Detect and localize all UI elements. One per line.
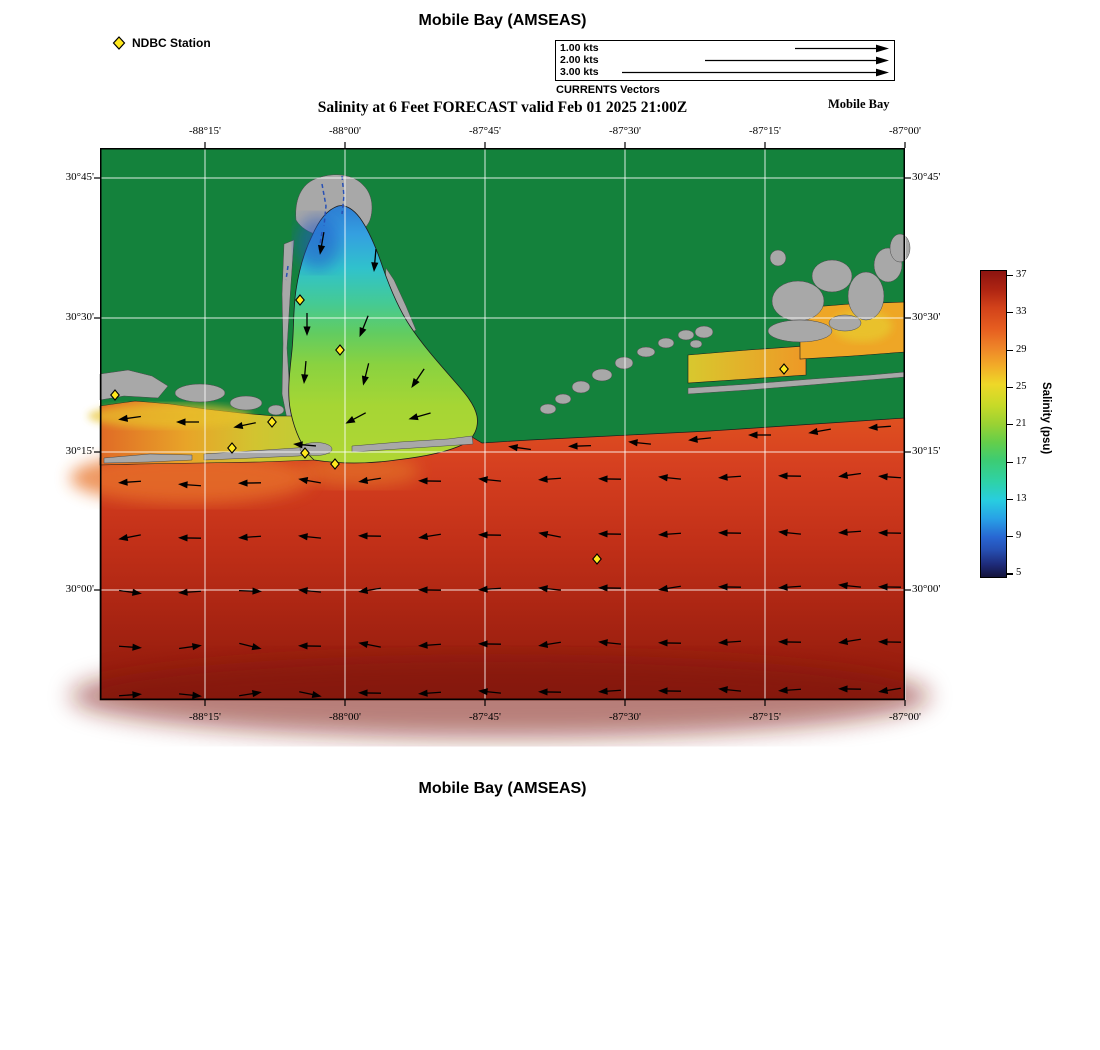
axis-tick-label: -88°15' bbox=[188, 125, 222, 137]
colorbar-tick-label: 33 bbox=[1016, 306, 1027, 318]
vector-scale-label: 3.00 kts bbox=[560, 66, 599, 79]
axis-tick-label: 30°45' bbox=[912, 171, 941, 183]
station-diamond-icon bbox=[112, 36, 126, 50]
colorbar-tick-mark bbox=[1007, 312, 1013, 314]
vector-scale-arrow-icon bbox=[622, 68, 889, 77]
vector-scale-row: 1.00 kts bbox=[560, 42, 890, 54]
axis-tick-label: -87°15' bbox=[748, 125, 782, 137]
colorbar-tick-label: 13 bbox=[1016, 492, 1027, 504]
colorbar-tick-label: 21 bbox=[1016, 418, 1027, 430]
currents-vectors-title: CURRENTS Vectors bbox=[556, 84, 660, 96]
colorbar-tick-label: 25 bbox=[1016, 380, 1027, 392]
axis-tick-label: 30°30' bbox=[912, 311, 941, 323]
colorbar-tick-mark bbox=[1007, 349, 1013, 351]
page-title: Mobile Bay (AMSEAS) bbox=[418, 12, 587, 29]
vector-scale-arrow-icon bbox=[705, 56, 889, 65]
colorbar-tick-mark bbox=[1007, 386, 1013, 389]
mobile-bay-water bbox=[288, 205, 478, 464]
axis-tick-label: -88°00' bbox=[328, 711, 362, 723]
salinity-map bbox=[70, 142, 930, 738]
mississippi-sound-water bbox=[88, 400, 315, 466]
ndbc-station-markers bbox=[110, 294, 789, 565]
colorbar-tick-label: 9 bbox=[1016, 530, 1022, 542]
axis-tick-label: 30°15' bbox=[65, 445, 94, 457]
gray-coastal-land bbox=[99, 233, 911, 464]
vector-scale-label: 2.00 kts bbox=[560, 53, 599, 66]
colorbar-tick-mark bbox=[1007, 536, 1013, 538]
axis-tick-label: 30°00' bbox=[65, 583, 94, 595]
vector-scale-row: 2.00 kts bbox=[560, 54, 890, 66]
axis-tick-label: -87°45' bbox=[468, 711, 502, 723]
axis-tick-label: -87°45' bbox=[468, 125, 502, 137]
axis-tick-label: 30°15' bbox=[912, 445, 941, 457]
colorbar-tick-label: 17 bbox=[1016, 455, 1027, 467]
ndbc-legend-label: NDBC Station bbox=[132, 36, 211, 50]
colorbar: 37 33 29 25 21 17 13 9 5 bbox=[980, 269, 1050, 579]
axis-tick-label: 30°00' bbox=[912, 583, 941, 595]
eastern-lagoon-water bbox=[687, 301, 906, 384]
axis-tick-label: -88°00' bbox=[328, 125, 362, 137]
axis-tick-label: -87°00' bbox=[888, 125, 922, 137]
colorbar-tick-label: 5 bbox=[1016, 567, 1022, 579]
colorbar-tick-label: 29 bbox=[1016, 343, 1027, 355]
forecast-subtitle: Salinity at 6 Feet FORECAST valid Feb 01… bbox=[317, 99, 688, 116]
colorbar-tick-mark bbox=[1007, 498, 1013, 500]
colorbar-tick-mark bbox=[1007, 573, 1013, 575]
vector-scale-row: 3.00 kts bbox=[560, 67, 890, 79]
colorbar-tick-mark bbox=[1007, 461, 1013, 463]
gulf-water bbox=[70, 417, 930, 738]
axis-tick-label: -87°30' bbox=[608, 711, 642, 723]
axis-tick-marks bbox=[94, 142, 911, 706]
ndbc-station-legend: NDBC Station bbox=[112, 36, 211, 50]
region-label: Mobile Bay bbox=[828, 97, 890, 111]
colorbar-tick-label: 37 bbox=[1016, 269, 1027, 280]
axis-tick-label: -87°00' bbox=[888, 711, 922, 723]
current-vector-scale-box: 1.00 kts 2.00 kts 3.00 kts bbox=[555, 40, 895, 81]
colorbar-gradient bbox=[980, 270, 1007, 578]
colorbar-tick-mark bbox=[1007, 275, 1013, 277]
vector-scale-label: 1.00 kts bbox=[560, 41, 599, 54]
map-border bbox=[100, 148, 905, 700]
axis-tick-label: -87°30' bbox=[608, 125, 642, 137]
colorbar-tick-mark bbox=[1007, 424, 1013, 426]
axis-tick-label: -88°15' bbox=[188, 711, 222, 723]
axis-tick-label: -87°15' bbox=[748, 711, 782, 723]
map-area bbox=[70, 142, 930, 738]
current-vector-arrows bbox=[118, 232, 902, 699]
page-title-bottom: Mobile Bay (AMSEAS) bbox=[418, 780, 587, 797]
axis-tick-label: 30°30' bbox=[65, 311, 94, 323]
colorbar-axis-label: Salinity (psu) bbox=[1040, 382, 1052, 455]
axis-tick-label: 30°45' bbox=[65, 171, 94, 183]
vector-scale-arrow-icon bbox=[795, 44, 889, 53]
